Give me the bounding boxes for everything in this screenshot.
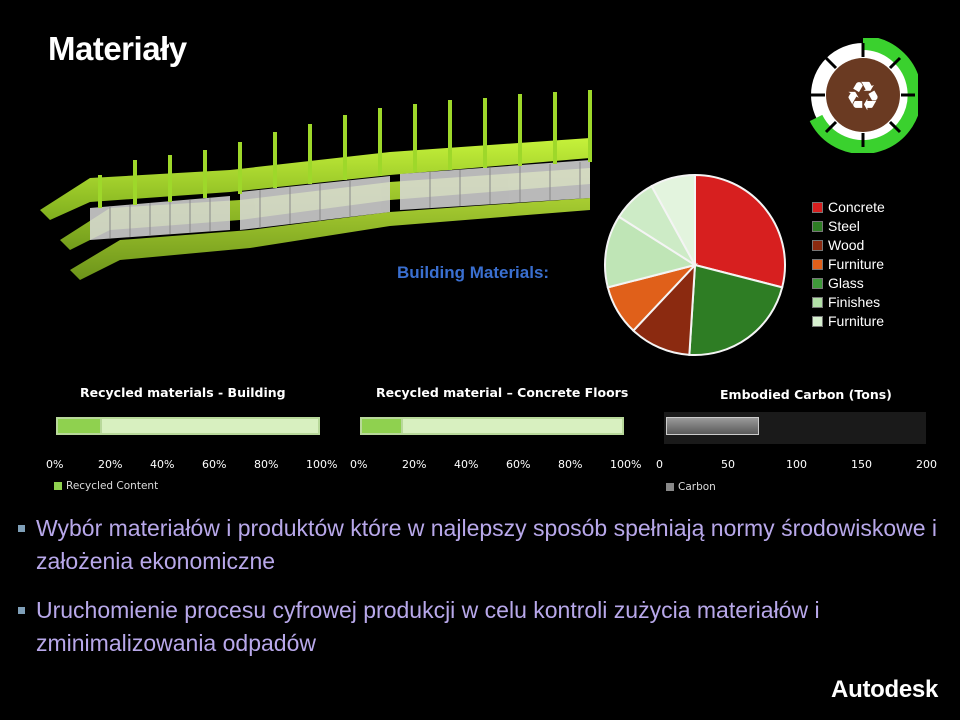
legend-item: Furniture xyxy=(812,255,885,274)
legend-label: Concrete xyxy=(828,199,885,215)
autodesk-logo: Autodesk xyxy=(831,676,938,703)
legend-carbon: Carbon xyxy=(666,481,716,493)
tick-label: 80% xyxy=(254,458,279,471)
legend-label: Finishes xyxy=(828,294,881,310)
legend-label: Wood xyxy=(828,237,865,253)
building-materials-label: Building Materials: xyxy=(397,263,550,282)
legend-swatch xyxy=(812,259,823,270)
tick-label: 20% xyxy=(402,458,427,471)
legend-swatch xyxy=(812,278,823,289)
pie-slice-steel xyxy=(688,263,784,356)
bullet-text: Wybór materiałów i produktów które w naj… xyxy=(36,515,938,574)
tick-label: 40% xyxy=(150,458,175,471)
legend-item: Steel xyxy=(812,217,885,236)
pie-legend: Concrete Steel Wood Furniture Glass Finishes F… xyxy=(812,198,885,331)
chart-title: Recycled materials - Building xyxy=(80,385,286,400)
legend-item: Glass xyxy=(812,274,885,293)
bullet-text: Uruchomienie procesu cyfrowej produkcji … xyxy=(36,597,820,656)
legend-swatch xyxy=(666,483,674,491)
pie-slice-furniture xyxy=(650,173,696,266)
legend-item: Furniture xyxy=(812,312,885,331)
legend-label: Steel xyxy=(828,218,860,234)
bar-carbon xyxy=(666,417,759,435)
legend-swatch xyxy=(812,240,823,251)
legend-label: Carbon xyxy=(678,481,716,493)
bar-recycled-content xyxy=(56,417,102,435)
tick-label: 20% xyxy=(98,458,123,471)
bullet-item: Uruchomienie procesu cyfrowej produkcji … xyxy=(18,594,938,660)
tick-label: 100 xyxy=(786,458,807,471)
tick-label: 0 xyxy=(656,458,663,471)
bar-recycled-content xyxy=(360,417,403,435)
tick-label: 150 xyxy=(851,458,872,471)
tick-label: 0% xyxy=(350,458,368,471)
legend-label: Recycled Content xyxy=(66,480,159,492)
materials-pie-chart xyxy=(604,173,786,356)
tick-label: 60% xyxy=(202,458,227,471)
legend-recycled-content: Recycled Content xyxy=(54,480,158,492)
bullet-marker xyxy=(18,525,25,532)
tick-label: 200 xyxy=(916,458,937,471)
bullet-marker xyxy=(18,607,25,614)
chart-title: Recycled material – Concrete Floors xyxy=(376,385,629,400)
legend-label: Furniture xyxy=(828,256,885,272)
building-illustration xyxy=(40,90,592,280)
chart-title: Embodied Carbon (Tons) xyxy=(720,387,892,402)
tick-label: 60% xyxy=(506,458,531,471)
legend-swatch xyxy=(54,482,62,490)
legend-swatch xyxy=(812,316,823,327)
tick-label: 40% xyxy=(454,458,479,471)
tick-label: 80% xyxy=(558,458,583,471)
pie-slice-concrete xyxy=(694,173,786,289)
bullet-item: Wybór materiałów i produktów które w naj… xyxy=(18,512,938,578)
tick-label: 0% xyxy=(46,458,64,471)
tick-label: 100% xyxy=(610,458,642,471)
tick-label: 50 xyxy=(721,458,735,471)
slide-title: Materiały xyxy=(48,30,187,67)
legend-swatch xyxy=(812,297,823,308)
pie-slice-glass xyxy=(604,215,698,289)
legend-label: Furniture xyxy=(828,313,885,329)
legend-item: Wood xyxy=(812,236,885,255)
svg-text:♻: ♻ xyxy=(845,74,881,120)
legend-label: Glass xyxy=(828,275,864,291)
legend-item: Concrete xyxy=(812,198,885,217)
legend-swatch xyxy=(812,202,823,213)
tick-label: 100% xyxy=(306,458,338,471)
legend-item: Finishes xyxy=(812,293,885,312)
legend-swatch xyxy=(812,221,823,232)
recycle-badge-icon: ♻ xyxy=(809,38,918,153)
